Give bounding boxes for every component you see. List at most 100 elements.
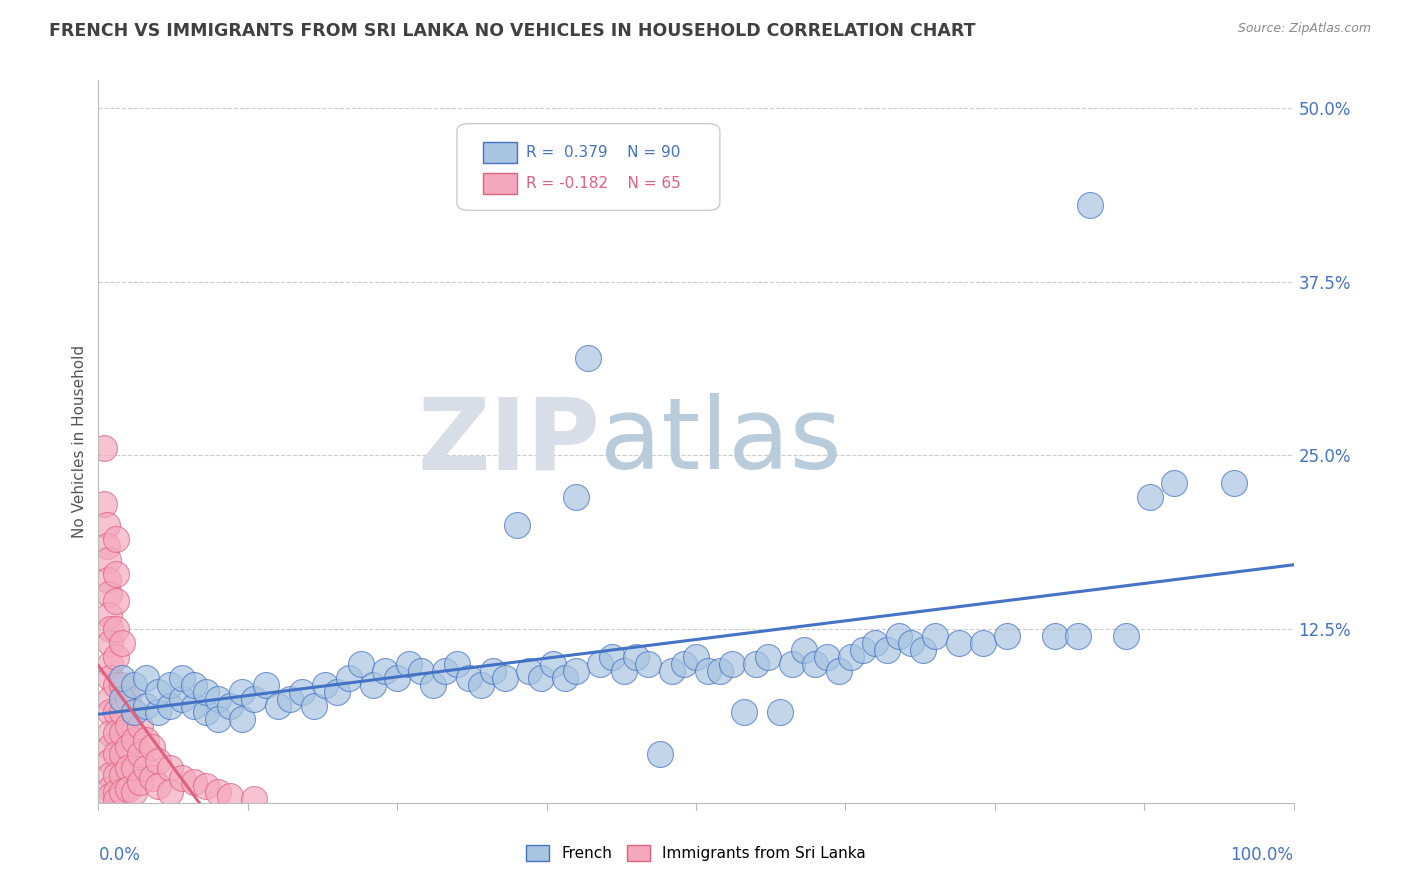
Point [339,671,361,685]
Point [481,664,505,678]
Text: Source: ZipAtlas.com: Source: ZipAtlas.com [1237,22,1371,36]
Point [159,785,181,799]
Point [565,664,588,678]
Point [924,629,946,643]
Point [117,761,139,775]
Point [195,684,218,698]
Point [98,657,122,671]
Point [889,629,911,643]
Point [1223,476,1246,491]
Text: FRENCH VS IMMIGRANTS FROM SRI LANKA NO VEHICLES IN HOUSEHOLD CORRELATION CHART: FRENCH VS IMMIGRANTS FROM SRI LANKA NO V… [49,22,976,40]
Point [911,643,934,657]
Point [129,775,152,789]
Point [278,691,301,706]
Point [434,664,457,678]
Bar [484,142,517,163]
Point [148,684,170,698]
Point [470,678,492,692]
Point [613,664,636,678]
Point [148,779,170,793]
Point [98,726,122,740]
Point [105,532,128,546]
Point [793,643,815,657]
Point [315,678,337,692]
Point [1115,629,1137,643]
Point [97,574,120,588]
Point [105,768,128,782]
Point [172,771,194,785]
Point [129,719,152,733]
Point [709,664,731,678]
Point [291,684,314,698]
Legend: French, Immigrants from Sri Lanka: French, Immigrants from Sri Lanka [520,839,872,867]
Point [183,775,205,789]
Point [96,539,118,553]
Point [135,698,157,713]
Point [148,754,170,768]
Point [159,698,181,713]
Point [141,771,163,785]
Point [183,698,205,713]
Point [589,657,612,671]
Point [398,657,420,671]
Point [852,643,875,657]
Y-axis label: No Vehicles in Household: No Vehicles in Household [72,345,87,538]
Point [804,657,827,671]
Point [1067,629,1090,643]
Point [105,622,128,636]
Point [148,706,170,720]
Bar [484,173,517,194]
Point [98,636,122,650]
Point [243,691,266,706]
Point [98,740,122,755]
Point [554,671,576,685]
Point [98,706,122,720]
Point [637,657,659,671]
Point [995,629,1018,643]
Point [105,726,128,740]
Point [578,351,600,366]
Point [105,678,128,692]
Point [219,698,242,713]
Point [159,678,181,692]
Point [124,733,146,747]
Point [756,649,779,664]
Point [172,691,194,706]
Point [780,657,803,671]
Point [135,761,157,775]
Point [183,678,205,692]
Point [267,698,290,713]
Point [93,497,115,511]
Point [1163,476,1185,491]
Point [96,517,118,532]
Point [98,622,122,636]
Point [207,713,229,727]
Point [207,691,229,706]
Point [254,678,277,692]
Point [841,649,863,664]
Point [98,691,122,706]
Point [685,649,707,664]
Point [97,552,120,566]
Point [124,785,146,799]
Point [948,636,970,650]
Point [98,587,121,601]
Point [530,671,553,685]
Point [626,649,648,664]
Point [517,664,540,678]
Point [733,706,755,720]
Point [648,747,672,761]
Point [98,789,122,803]
Point [1080,198,1102,212]
Point [98,671,122,685]
Point [111,747,134,761]
Point [565,490,588,504]
Point [111,768,134,782]
Point [159,761,181,775]
Point [111,636,134,650]
FancyBboxPatch shape [457,124,720,211]
Point [195,779,218,793]
Point [117,719,139,733]
Point [876,643,898,657]
Point [326,684,349,698]
